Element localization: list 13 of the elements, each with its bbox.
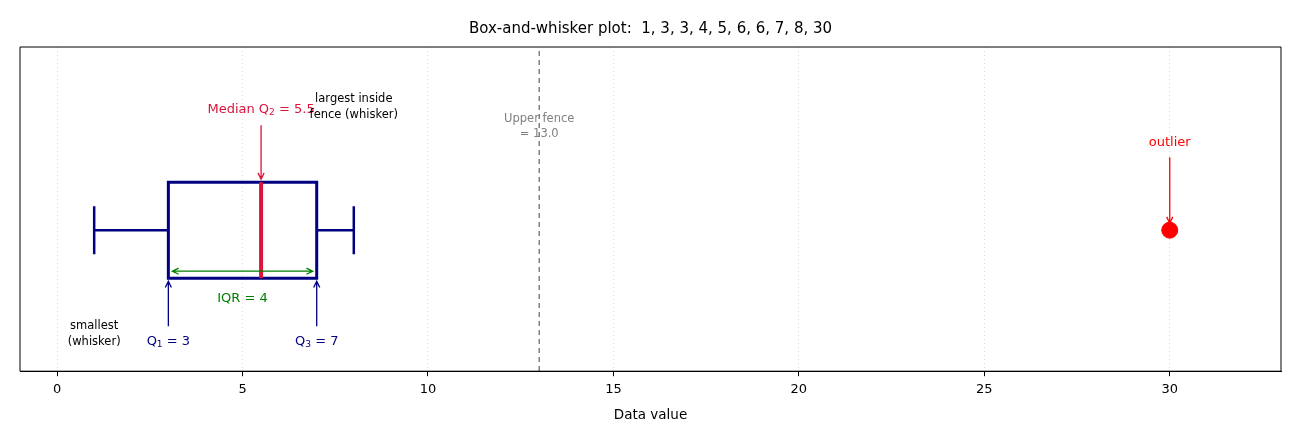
- x-axis-title: Data value: [613, 406, 688, 423]
- ref-line-label: Upper fence = 13.0: [504, 111, 575, 141]
- annotation: outlier: [1148, 133, 1192, 149]
- x-tick-label: 15: [605, 381, 622, 397]
- annotation: IQR = 4: [217, 289, 268, 305]
- x-tick-label: 10: [419, 381, 437, 397]
- x-tick-label: 25: [976, 381, 993, 397]
- x-tick-label: 0: [52, 381, 62, 397]
- annotation: smallest (whisker): [67, 318, 121, 349]
- x-tick-label: 20: [790, 381, 808, 397]
- chart-title: Box-and-whisker plot: 1, 3, 3, 4, 5, 6, 6, 7, 8, 30: [468, 18, 833, 37]
- x-tick-label: 30: [1161, 381, 1179, 397]
- x-tick-label: 5: [238, 381, 247, 397]
